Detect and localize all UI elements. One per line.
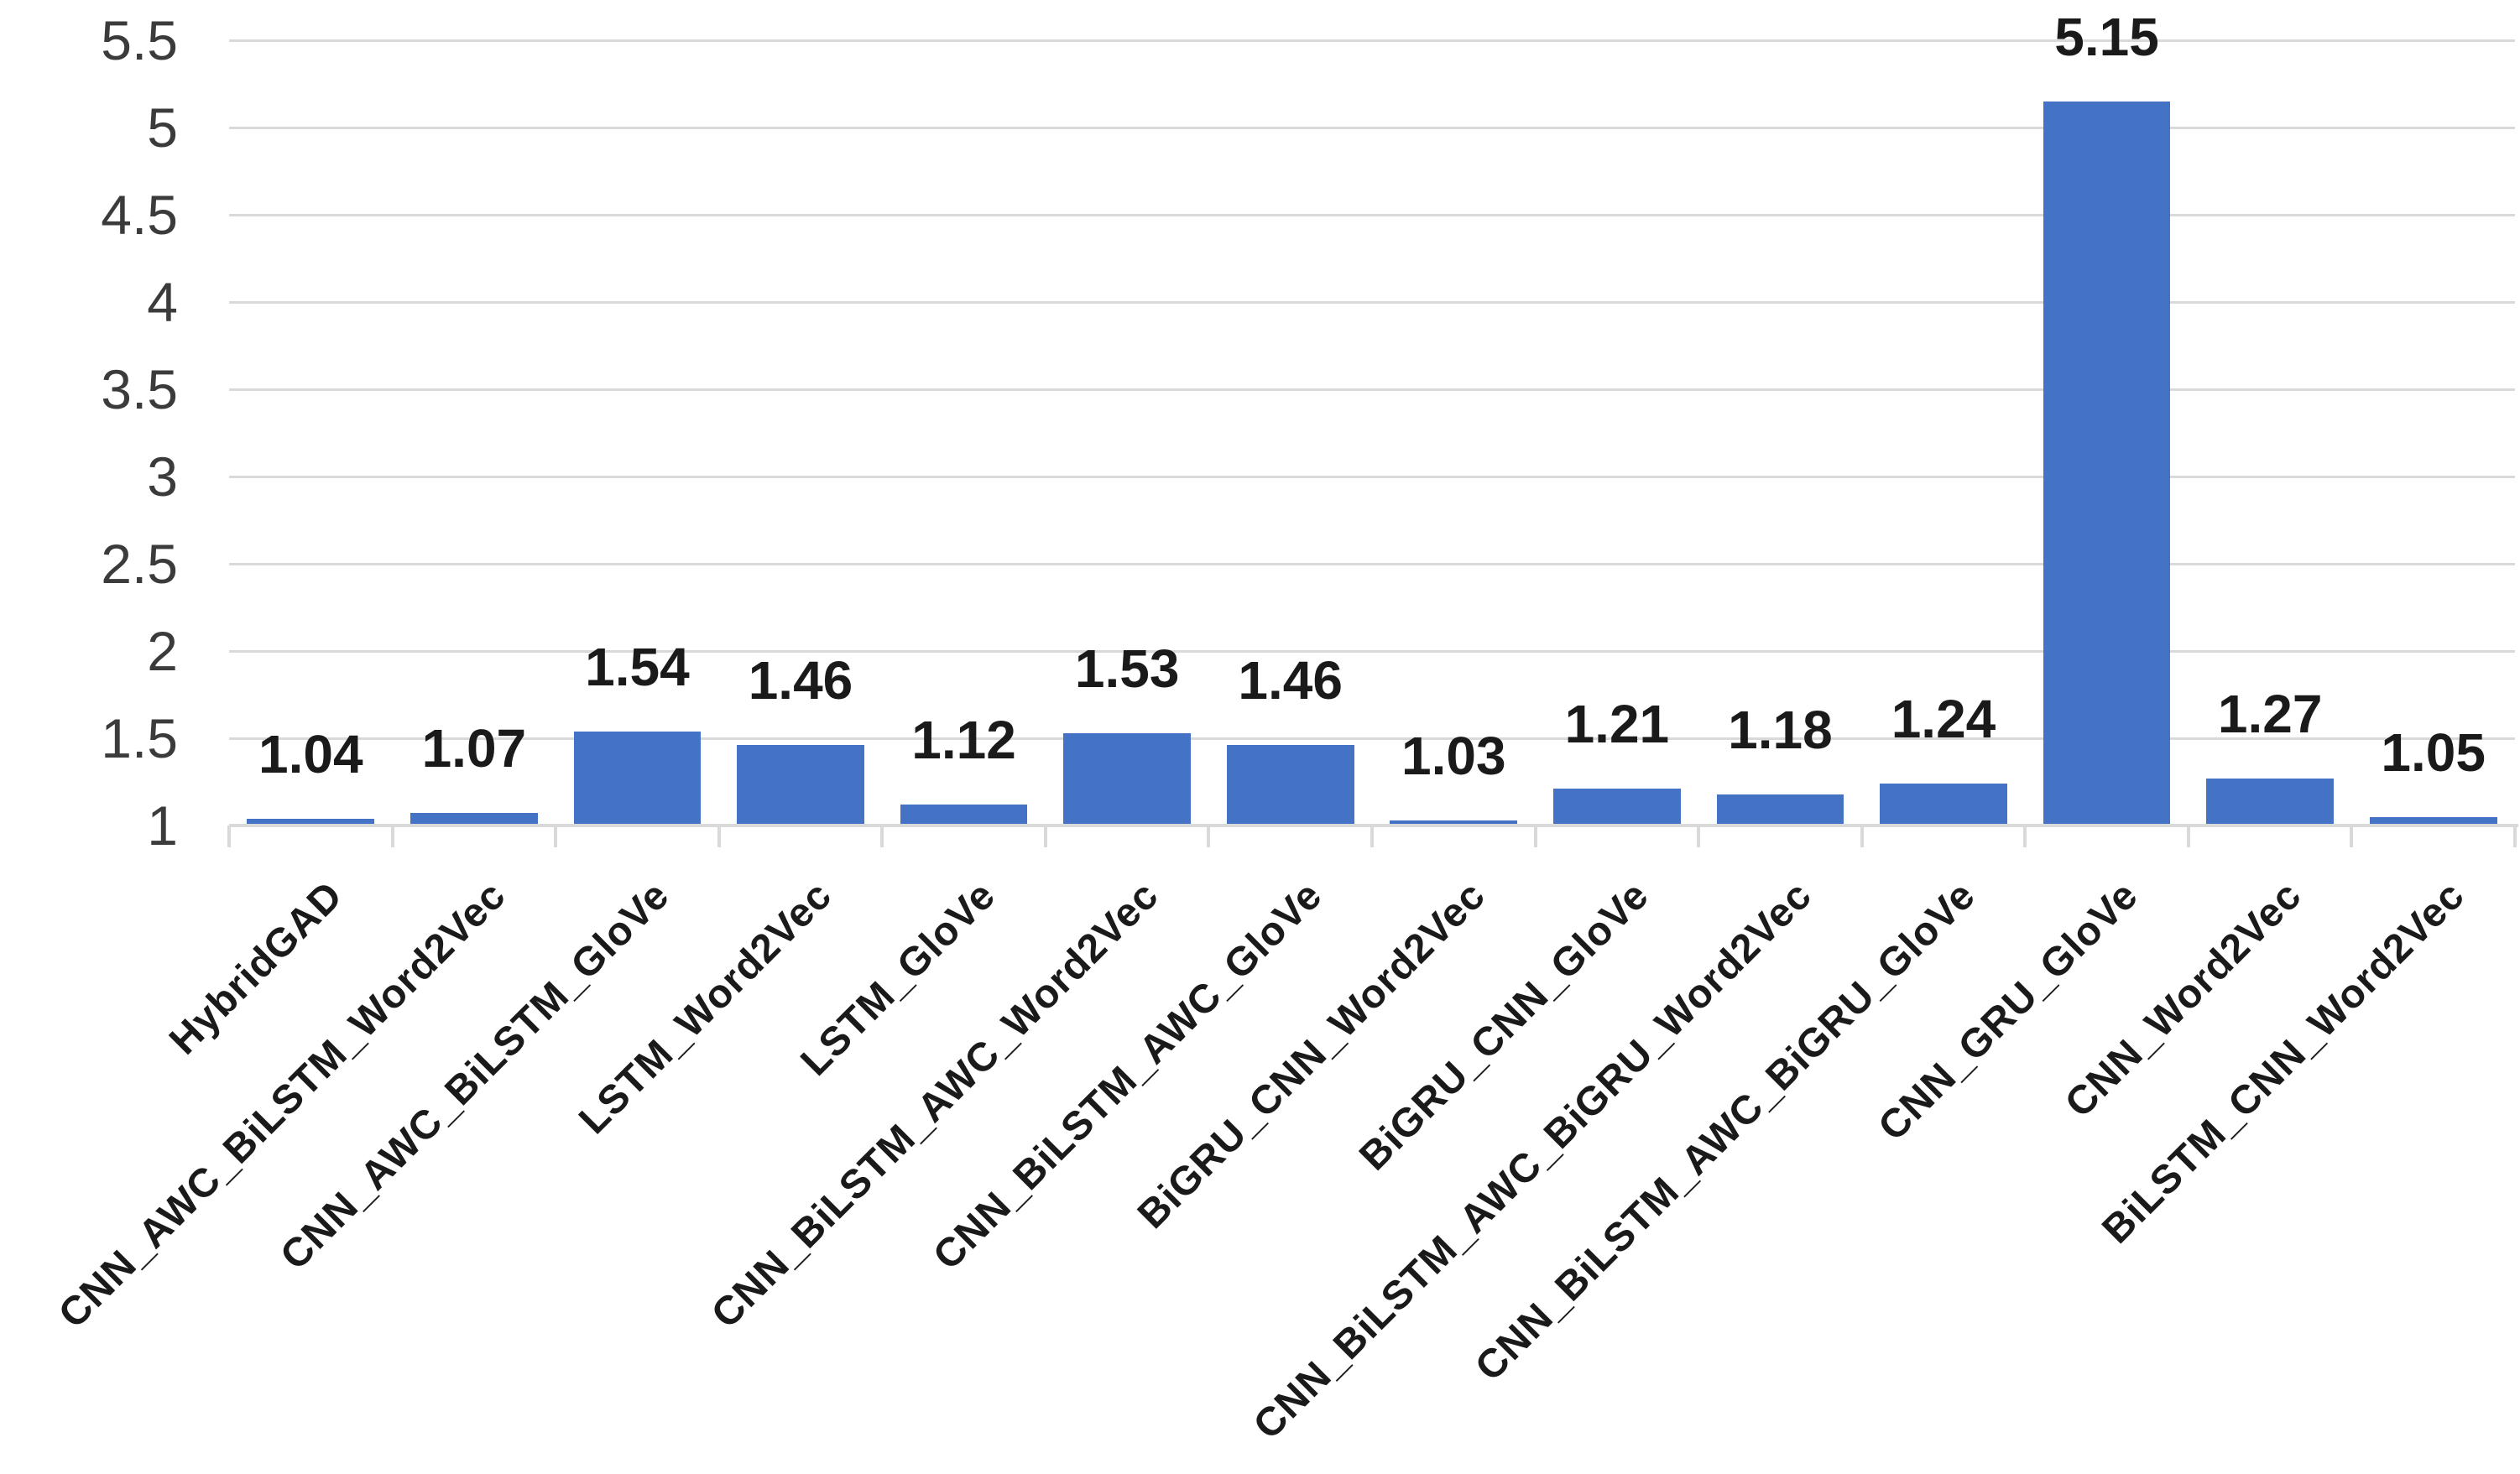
x-axis-tick [2513,826,2517,847]
gridline [229,301,2515,304]
gridline [229,650,2515,653]
bar [410,813,538,824]
x-axis-tick [717,826,721,847]
gridline [229,563,2515,565]
y-axis-tick-label: 5 [147,96,178,159]
bar-value-label: 1.05 [2381,721,2486,783]
bar [1063,732,1192,824]
bar [247,818,375,824]
y-axis-tick-label: 4.5 [101,184,178,246]
bar-value-label: 1.07 [421,718,527,779]
category-label: BiGRU_CNN_GloVe [1350,872,1657,1180]
bar-value-label: 1.12 [911,710,1016,771]
x-axis-tick [227,826,231,847]
category-label: BiGRU_CNN_Word2Vec [1130,872,1495,1237]
bar [1716,794,1844,824]
x-axis-tick [1043,826,1047,847]
bar-value-label: 1.03 [1401,725,1506,786]
bar-value-label: 1.04 [258,723,363,784]
bar [900,805,1028,824]
gridline [229,127,2515,129]
bar [2206,778,2335,824]
x-axis-tick [1370,826,1374,847]
y-axis-tick-label: 1 [147,794,178,857]
y-axis-tick-label: 3 [147,445,178,508]
y-axis-tick-label: 5.5 [101,9,178,71]
y-axis-tick-label: 2.5 [101,533,178,595]
x-axis-tick [2350,826,2354,847]
bar [1880,784,2007,824]
bar-value-label: 1.27 [2217,683,2323,744]
x-axis-tick [1533,826,1537,847]
y-axis-tick-label: 3.5 [101,358,178,420]
x-axis-tick [390,826,394,847]
gridline [229,214,2515,216]
bar [1552,789,1681,824]
bar [2043,101,2171,824]
bar-value-label: 1.24 [1891,689,1996,750]
bar-value-label: 1.46 [748,650,853,711]
bar-value-label: 1.53 [1074,638,1180,699]
y-axis-tick-label: 4 [147,271,178,333]
bar-value-label: 5.15 [2054,6,2159,67]
x-axis-tick [1860,826,1864,847]
bar-value-label: 1.21 [1564,694,1670,755]
category-label: CNN_BiLSTM_AWC_BiGRU_Word2Vec [1245,872,1821,1448]
gridline [229,39,2515,42]
bar [1226,745,1354,824]
gridline [229,388,2515,391]
x-axis-tick [880,826,884,847]
bar-value-label: 1.54 [585,636,690,697]
y-axis-tick-label: 2 [147,620,178,682]
bar [1390,820,1518,824]
x-axis-tick [2186,826,2190,847]
gridline [229,476,2515,478]
bar-value-label: 1.46 [1238,650,1343,711]
bar [737,745,864,824]
x-axis-tick [2023,826,2027,847]
bar [573,731,702,824]
x-axis-tick [554,826,558,847]
bar-value-label: 1.18 [1728,699,1833,760]
gridline [229,737,2515,740]
bar [2369,816,2497,824]
category-label: BiLSTM_CNN_Word2Vec [2094,872,2474,1253]
x-axis-line [229,824,2518,827]
y-axis-tick-label: 1.5 [101,707,178,769]
x-axis-tick [1207,826,1211,847]
x-axis-tick [1697,826,1701,847]
